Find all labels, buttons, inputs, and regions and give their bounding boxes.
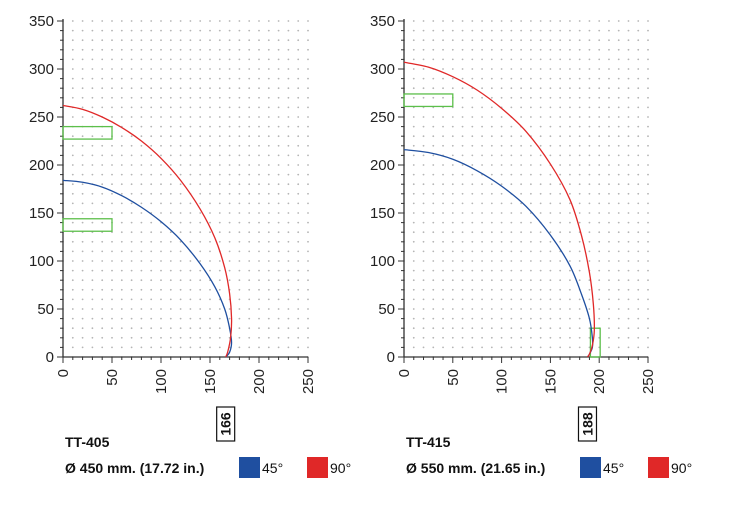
model-name: TT-415: [406, 434, 451, 450]
marker-value: 166: [218, 412, 234, 436]
x-tick-label: 150: [202, 369, 219, 394]
x-tick-label: 0: [396, 369, 413, 377]
size-label: Ø 450 mm. (17.72 in.): [65, 460, 204, 476]
legend-label: 90°: [330, 460, 351, 476]
highlight-box: [62, 125, 113, 140]
legend-swatch: [307, 457, 328, 478]
y-tick-label: 300: [370, 61, 395, 78]
marker-value: 188: [579, 412, 595, 436]
marker-box: [577, 406, 598, 442]
x-tick-label: 50: [445, 369, 462, 386]
y-tick-label: 150: [29, 205, 54, 222]
y-tick-label: 0: [46, 349, 54, 366]
highlight-box: [403, 93, 454, 108]
y-tick-label: 200: [29, 157, 54, 174]
x-tick-label: 0: [55, 369, 72, 377]
y-tick-label: 350: [29, 13, 54, 30]
y-tick-label: 50: [378, 301, 395, 318]
x-tick-label: 200: [591, 369, 608, 394]
y-tick-label: 0: [387, 349, 395, 366]
y-tick-label: 100: [370, 253, 395, 270]
y-tick-label: 200: [370, 157, 395, 174]
series-line-45: [403, 148, 594, 358]
highlight-box: [62, 218, 113, 232]
marker-box: [216, 406, 236, 442]
model-name: TT-405: [65, 434, 110, 450]
y-tick-label: 50: [37, 301, 54, 318]
y-tick-label: 100: [29, 253, 54, 270]
x-tick-label: 250: [640, 369, 657, 394]
legend-swatch: [648, 457, 669, 478]
x-tick-label: 50: [104, 369, 121, 386]
y-tick-label: 300: [29, 61, 54, 78]
legend-label: 45°: [262, 460, 283, 476]
x-tick-label: 250: [300, 369, 317, 394]
legend-label: 45°: [603, 460, 624, 476]
x-tick-label: 150: [542, 369, 559, 394]
series-line-45: [62, 179, 233, 358]
grid-dots: [62, 20, 309, 358]
x-tick-label: 100: [494, 369, 511, 394]
y-tick-label: 250: [370, 109, 395, 126]
legend-swatch: [580, 457, 601, 478]
x-tick-label: 200: [251, 369, 268, 394]
series-line-90: [403, 61, 596, 358]
y-tick-label: 250: [29, 109, 54, 126]
chart-panel-1: 0 50 100 150 200 250 300 350 0 50 100 150 200 250 166 T…: [29, 13, 351, 478]
series-line-90: [62, 104, 233, 358]
y-tick-label: 350: [370, 13, 395, 30]
y-tick-label: 150: [370, 205, 395, 222]
highlight-box: [589, 327, 601, 358]
chart-panel-2: 0 50 100 150 200 250 300 350 0 50 100 150 200 250 188 T…: [370, 13, 692, 478]
legend-label: 90°: [671, 460, 692, 476]
size-label: Ø 550 mm. (21.65 in.): [406, 460, 545, 476]
x-tick-label: 100: [153, 369, 170, 394]
legend-swatch: [239, 457, 260, 478]
